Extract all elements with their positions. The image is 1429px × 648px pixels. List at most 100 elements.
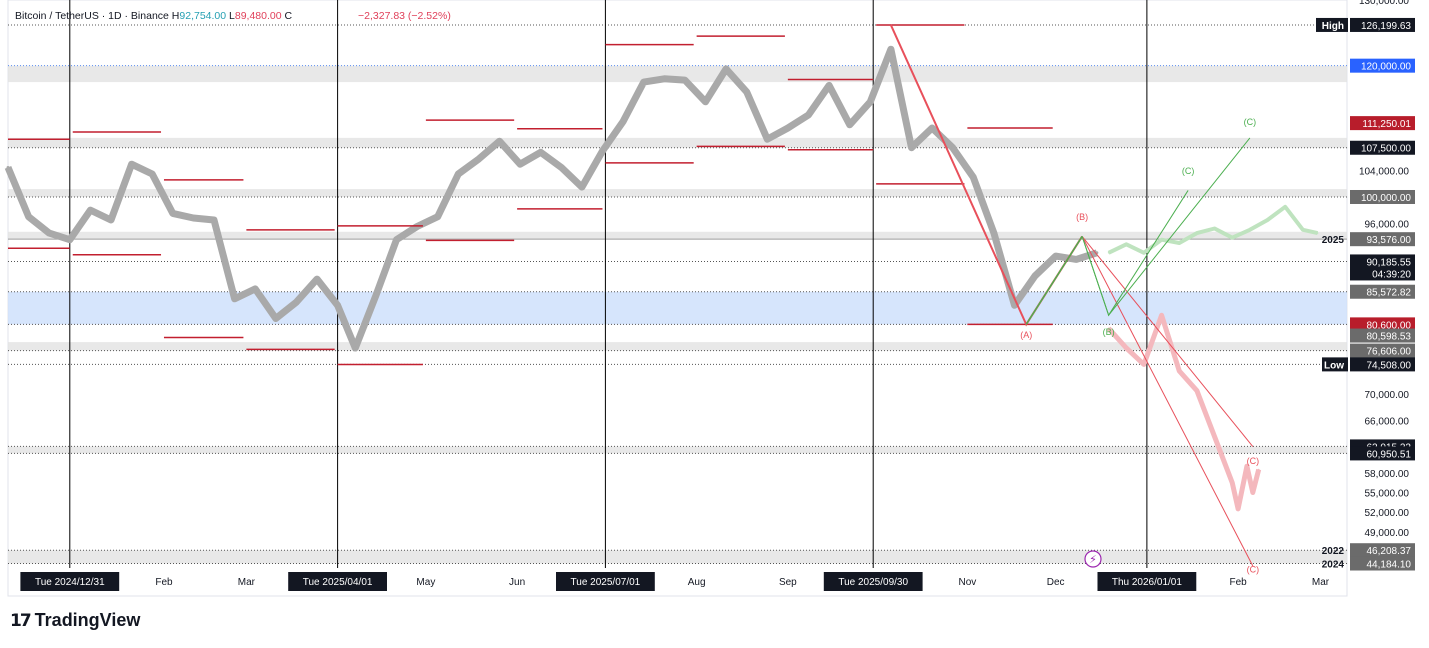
wave-red-projection (1081, 236, 1254, 447)
price-point (336, 303, 340, 307)
price-point (6, 165, 10, 169)
price-badges: 126,199.63 High 120,000.00 111,250.01 107,50… (1316, 17, 1415, 571)
price-point (930, 126, 934, 130)
tradingview-logo[interactable]: 17 TradingView (10, 610, 140, 631)
price-badge-label: 111,250.01 (1362, 119, 1411, 130)
projection-red-point (1143, 363, 1145, 366)
projection-green-point (1143, 252, 1145, 254)
price-point (951, 146, 955, 150)
price-badge-label: 46,208.37 (1367, 546, 1412, 557)
resistance-zone (8, 342, 1347, 351)
price-point (703, 100, 707, 104)
time-axis-badge-label: Tue 2025/04/01 (303, 577, 373, 588)
price-zones (8, 65, 1347, 564)
wave-label: (B) (1076, 212, 1088, 222)
price-badge-tag: 2024 (1322, 560, 1345, 571)
wave-label: (C) (1247, 565, 1260, 575)
price-point (1074, 257, 1078, 261)
projection-red-point (1160, 314, 1163, 316)
projection-green-point (1178, 242, 1181, 244)
price-point (130, 162, 134, 166)
price-point (68, 238, 72, 242)
time-axis-badge-label: Tue 2025/09/30 (838, 577, 908, 588)
price-point (477, 157, 481, 161)
price-badge-label: 90,185.55 (1367, 257, 1412, 268)
price-badge-label: 126,199.63 (1361, 21, 1411, 32)
price-point (786, 126, 790, 130)
price-point (150, 172, 154, 176)
event-marker-icon (1084, 550, 1102, 568)
projection-green-point (1302, 229, 1304, 231)
projection-red-point (1252, 491, 1254, 494)
time-axis-label: Mar (1312, 577, 1330, 588)
price-badge (1350, 446, 1415, 461)
projection-green-point (1284, 206, 1286, 208)
projection-red-point (1125, 347, 1128, 349)
price-point (683, 78, 687, 82)
price-axis-label: 49,000.00 (1365, 528, 1410, 539)
time-axis-badge-label: Tue 2025/07/01 (571, 577, 641, 588)
price-point (171, 211, 175, 215)
price-point (889, 47, 893, 51)
price-badge (1350, 317, 1415, 332)
price-point (992, 231, 996, 235)
price-badge-label: 60,950.51 (1367, 449, 1412, 460)
time-axis-label: Dec (1047, 577, 1065, 588)
price-badge-tag: 2025 (1322, 235, 1345, 246)
price-badge-tag-bg (1316, 17, 1348, 32)
price-axis-label: 55,000.00 (1365, 488, 1410, 499)
price-axis-label: 66,000.00 (1365, 416, 1410, 427)
time-axis-label: Nov (958, 577, 976, 588)
price-point (806, 113, 810, 117)
time-axis-label: Jun (509, 577, 525, 588)
price-point (600, 149, 604, 153)
price-axis: 130,000.00 104,000.00 96,000.00 70,000.00 66… (1359, 0, 1409, 539)
time-axis-label: May (416, 577, 435, 588)
price-point (909, 146, 913, 150)
resistance-zone (8, 550, 1347, 564)
tradingview-logo-icon: 17 (10, 610, 32, 631)
projection-red-point (1231, 481, 1234, 484)
price-badge-label: 80,600.00 (1367, 320, 1412, 331)
time-axis-badge (556, 572, 655, 591)
price-badge-countdown: 04:39:20 (1372, 269, 1411, 280)
price-point (642, 80, 646, 84)
price-badge (1350, 284, 1415, 299)
price-axis-label: 58,000.00 (1365, 469, 1410, 480)
price-axis-label: 96,000.00 (1365, 219, 1410, 230)
price-point (47, 231, 51, 235)
wave-label: (A) (1020, 330, 1032, 340)
price-point (559, 165, 563, 169)
price-badge-tag: High (1322, 21, 1344, 32)
time-axis: Tue 2024/12/31 Feb Mar Tue 2025/04/01 May Jun… (20, 572, 1330, 591)
projection-green-point (1125, 243, 1128, 246)
price-badge-label: 120,000.00 (1361, 62, 1411, 73)
time-axis-badge (20, 572, 120, 591)
time-axis-label: Feb (155, 577, 173, 588)
projection-green-point (1196, 232, 1198, 234)
price-badge-label: 44,184.10 (1367, 560, 1412, 571)
price-badge-tag: Low (1324, 360, 1344, 371)
price-line (4, 45, 1098, 352)
projection-green-point (1316, 232, 1319, 234)
resistance-zone (8, 189, 1347, 197)
price-point (1054, 254, 1058, 258)
price-point (436, 215, 440, 219)
projection-red-point (1178, 370, 1181, 372)
wave-red-projection (1081, 236, 1254, 567)
projection-green-point (1231, 236, 1234, 239)
resistance-zone (8, 231, 1347, 240)
resistance-zone (8, 446, 1347, 454)
monthly-levels (8, 24, 1053, 366)
price-badge-tag: 2022 (1322, 546, 1345, 557)
price-badge (1350, 116, 1415, 131)
price-badge (1350, 232, 1415, 247)
price-point (724, 67, 728, 71)
price-badge (1350, 543, 1415, 558)
projection-green-point (1266, 219, 1269, 221)
price-point (456, 172, 460, 176)
price-point (191, 216, 195, 220)
header-legend-text: Bitcoin / TetherUS · 1D · Binance H92,75… (15, 10, 293, 22)
price-point (27, 215, 31, 219)
